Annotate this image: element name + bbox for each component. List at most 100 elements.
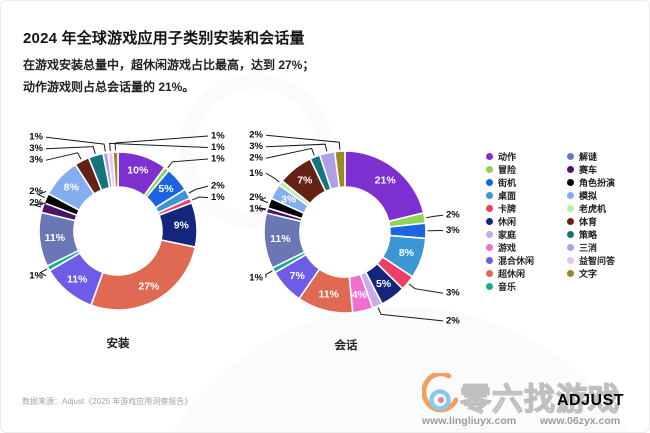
legend-dot [486,283,493,290]
legend-item: 冒险 [486,163,534,176]
slice-label: 2% [249,192,263,203]
legend-item: 角色扮演 [567,176,615,189]
donut-slice [112,151,119,188]
legend-item-label: 策略 [579,230,598,240]
legend-item: 游戏 [486,241,534,254]
slice-leader-line [377,307,444,322]
legend-item: 老虎机 [567,202,615,215]
legend-item: 街机 [486,176,534,189]
subtitle-line-1: 在游戏安装总量中，超休闲游戏占比最高，达到 27%； [23,58,315,72]
slice-label: 4% [352,289,368,301]
slice-label: 11% [67,273,88,285]
slice-leader-line [259,196,269,204]
slice-leader-line [265,172,280,183]
slice-label: 21% [375,175,397,187]
legend-item: 模拟 [567,189,615,202]
legend-item: 卡牌 [486,202,534,215]
legend-item-label: 模拟 [579,191,598,201]
legend-dot [486,179,493,186]
slice-label: 8% [64,182,80,194]
legend-dot [486,270,493,277]
slice-label: 3% [446,288,460,299]
slice-label: 2% [446,210,460,221]
slice-leader-line [45,146,96,154]
watermark-url-1: www.lingliuyx.com [422,415,517,427]
legend-item-label: 角色扮演 [579,178,616,188]
legend-item-label: 休闲 [498,217,517,227]
legend-item-label: 动作 [498,152,517,162]
slice-leader-line [192,196,209,201]
legend-dot [567,166,574,173]
legend-item-label: 文字 [579,269,598,279]
slice-label: 1% [29,132,43,143]
slice-leader-line [167,158,209,169]
legend-item-label: 益智问答 [579,256,616,266]
legend-dot [486,244,493,251]
legend-dot [486,257,493,264]
legend-item-label: 街机 [498,178,517,188]
legend-item: 家庭 [486,228,534,241]
slice-leader-line [265,134,341,150]
slice-label: 2% [446,315,460,326]
slice-label: 1% [29,270,43,281]
slice-label: 1% [249,203,263,214]
slice-leader-line [45,136,106,152]
slice-label: 2% [29,186,43,197]
legend-item: 文字 [567,267,615,280]
legend-dot [567,257,574,264]
legend-dot [486,153,493,160]
page-title: 2024 年全球游戏应用子类别安装和会话量 [23,30,305,47]
legend-dot [486,192,493,199]
slice-label: 10% [127,164,149,176]
slice-label: 9% [174,220,190,232]
slice-label: 1% [211,154,225,165]
slice-label: 3% [29,155,43,166]
legend-item: 赛车 [567,163,615,176]
legend-item: 体育 [567,215,615,228]
slice-leader-line [36,191,47,199]
legend-item-label: 三消 [579,243,598,253]
slice-leader-line [39,268,48,277]
legend-item-label: 冒险 [498,165,517,175]
slice-leader-line [265,147,315,159]
adjust-logo: ADJUST [557,392,625,409]
slice-leader-line [33,202,47,208]
slice-label: 5% [158,183,174,195]
slice-label: 2% [249,153,263,164]
legend-item: 混合休闲 [486,254,534,267]
slice-label: 2% [211,181,225,192]
legend-column-right: 解谜 赛车角色扮演模拟 老虎机体育策略三消益智问答文字 [567,150,615,280]
slice-label: 3% [249,141,263,152]
legend-item-label: 体育 [579,217,598,227]
legend-dot [567,270,574,277]
legend-item-label: 混合休闲 [498,256,535,266]
legend-dot [567,218,574,225]
legend-item: 解谜 [567,150,615,163]
legend-dot [567,244,574,251]
legend-item-label: 桌面 [498,191,517,201]
legend-column-left: 动作 冒险 街机 桌面 卡牌 休闲 家庭 游戏 混合休闲 超休闲 音乐 [486,150,534,293]
slice-label: 1% [211,192,225,203]
legend-item: 休闲 [486,215,534,228]
slice-label: 7% [297,175,313,187]
slice-label: 5% [376,278,392,290]
slice-label: 1% [249,272,263,283]
legend-dot [567,231,574,238]
slice-leader-line [265,143,328,152]
legend-item-label: 音乐 [498,282,517,292]
legend-dot [486,166,493,173]
donut-slice [90,239,197,311]
slice-leader-line [408,283,444,294]
legend-item: 桌面 [486,189,534,202]
watermark-brand-text: 零六找游戏 [459,381,620,417]
legend-item-label: 解谜 [579,152,598,162]
ghost-circle [172,306,630,432]
slice-label: 3% [29,143,43,154]
legend-dot [567,179,574,186]
legend-item-label: 游戏 [498,243,517,253]
slice-leader-line [258,207,267,211]
sessions-chart-label: 会话 [334,340,358,352]
slice-label: 11% [318,289,339,301]
subtitle-line-2: 动作游戏则占总会话量的 21%。 [23,79,195,94]
legend-dot [567,192,574,199]
